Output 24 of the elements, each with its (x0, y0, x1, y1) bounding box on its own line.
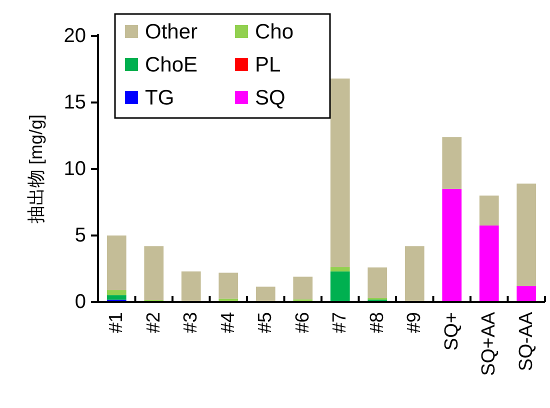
y-tick-label: 15 (64, 92, 86, 114)
legend-label: Other (145, 20, 198, 44)
legend-label: ChoE (145, 54, 198, 76)
x-tick-label: #4 (218, 312, 239, 334)
y-tick-label: 20 (64, 25, 86, 47)
x-tick-label: #2 (143, 312, 164, 334)
x-tick-label: #9 (404, 312, 426, 334)
x-tick-label: SQ+ (441, 312, 462, 351)
x-tick-label: SQ-AA (516, 312, 537, 372)
x-tick-label: #7 (330, 312, 351, 334)
legend-label: Cho (255, 20, 294, 44)
legend-label: SQ (255, 86, 286, 110)
x-tick-label: SQ+AA (478, 312, 500, 376)
y-tick-label: 0 (74, 291, 86, 313)
x-tick-label: #8 (366, 312, 388, 334)
x-tick-label: #3 (180, 312, 202, 334)
legend-label: PL (255, 54, 281, 76)
x-tick-label: #5 (255, 312, 276, 334)
x-tick-label: #1 (106, 312, 128, 334)
y-axis-title: 抽出物 [mg/g] (26, 114, 46, 224)
x-tick-label: #6 (292, 312, 314, 334)
legend-label: TG (145, 86, 174, 110)
y-tick-label: 10 (64, 158, 86, 180)
y-tick-label: 5 (74, 224, 86, 246)
